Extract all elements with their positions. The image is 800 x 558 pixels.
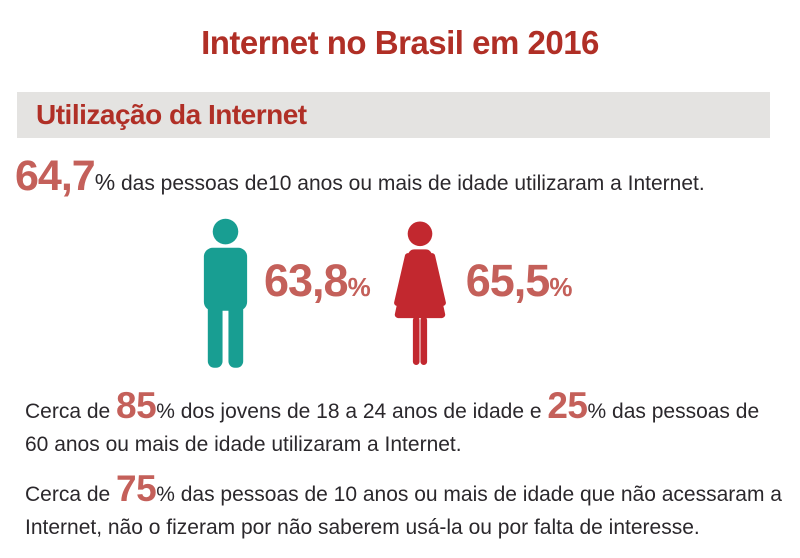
age-stats-prefix: Cerca de xyxy=(25,400,117,423)
overall-percent-sign: % xyxy=(94,169,116,195)
male-person-icon xyxy=(203,218,248,368)
age-stats-line2: 60 anos ou mais de idade utilizaram a In… xyxy=(25,433,462,456)
section-header-bar: Utilização da Internet xyxy=(17,92,770,138)
female-stat-value: 65,5 xyxy=(465,255,551,306)
section-heading: Utilização da Internet xyxy=(36,99,307,130)
age-stats-paragraph: Cerca de 85% dos jovens de 18 a 24 anos … xyxy=(25,387,800,461)
elderly-percent-sign: % xyxy=(587,400,607,423)
non-access-prefix: Cerca de xyxy=(25,483,117,506)
non-access-stat-value: 75 xyxy=(116,468,157,509)
female-stat: 65,5% xyxy=(465,255,573,307)
non-access-tail: das pessoas de 10 anos ou mais de idade … xyxy=(174,483,782,506)
non-access-percent-sign: % xyxy=(156,483,175,506)
age-stats-tail: das pessoas de xyxy=(606,400,760,423)
age-stats-middle: dos jovens de 18 a 24 anos de idade e xyxy=(174,400,548,423)
overall-stat-value: 64,7 xyxy=(15,152,96,200)
overall-stat: 64,7% das pessoas de10 anos ou mais de i… xyxy=(15,153,800,209)
youth-stat-value: 85 xyxy=(116,385,157,426)
overall-stat-text: das pessoas de10 anos ou mais de idade u… xyxy=(115,172,705,195)
male-stat-value: 63,8 xyxy=(264,255,349,306)
elderly-stat-value: 25 xyxy=(547,385,588,426)
youth-percent-sign: % xyxy=(156,400,175,423)
page-title: Internet no Brasil em 2016 xyxy=(201,24,599,61)
male-stat: 63,8% xyxy=(264,255,371,307)
female-percent-sign: % xyxy=(549,272,572,302)
gender-comparison-row: 63,8% 65,5% xyxy=(197,217,800,369)
non-access-line2: Internet, não o fizeram por não saberem … xyxy=(25,516,700,539)
female-person-icon xyxy=(393,221,446,365)
non-access-paragraph: Cerca de 75% das pessoas de 10 anos ou m… xyxy=(25,470,800,544)
male-percent-sign: % xyxy=(347,272,371,302)
